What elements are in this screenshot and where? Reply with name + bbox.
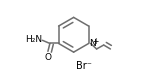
Text: Br⁻: Br⁻ xyxy=(76,61,92,71)
Text: H₂N: H₂N xyxy=(25,35,42,44)
Text: +: + xyxy=(92,37,98,46)
Text: O: O xyxy=(44,53,51,62)
Text: N: N xyxy=(89,39,96,48)
